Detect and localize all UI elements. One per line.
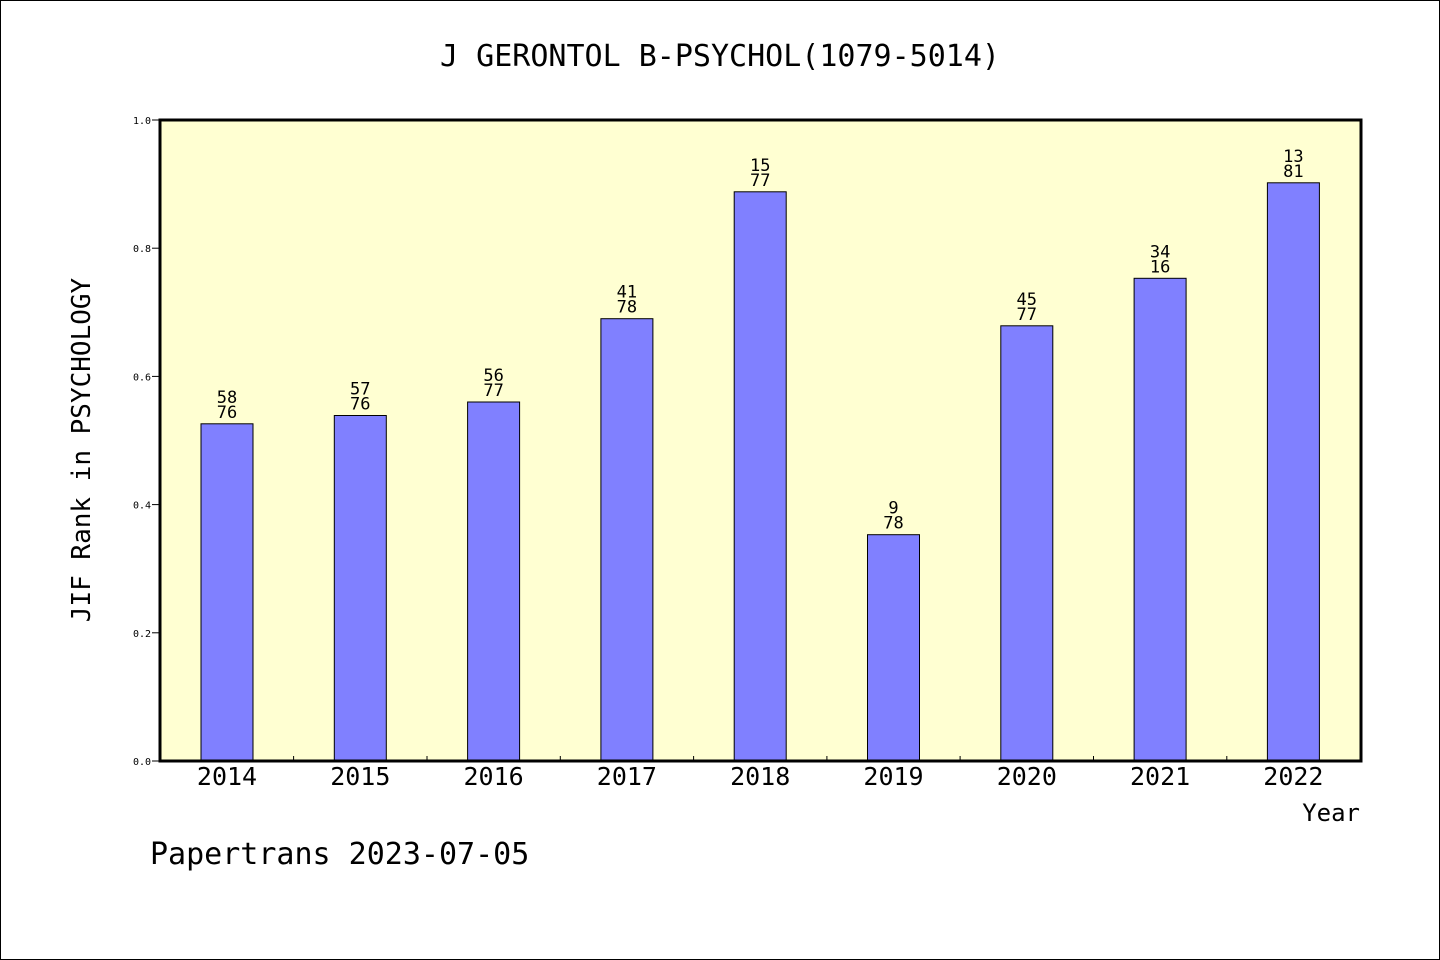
bar-2015: [333, 415, 387, 762]
bar-rank-label-2020: 45: [1017, 290, 1037, 310]
bar-2022: [1266, 182, 1320, 762]
x-tick-label-2021: 2021: [1130, 762, 1190, 791]
bar-rank-label-2021: 34: [1150, 242, 1170, 262]
bar-total-label-2022: 81: [1283, 162, 1303, 182]
bar-2018: [733, 191, 787, 762]
y-tick-label-0.4: 0.4: [133, 501, 151, 512]
bar-rank-label-2015: 57: [350, 380, 370, 400]
bar-total-label-2016: 77: [483, 381, 503, 401]
watermark: Papertrans 2023-07-05: [150, 837, 529, 872]
x-tick-label-2014: 2014: [197, 762, 257, 791]
bar-2021: [1133, 277, 1187, 762]
bar-total-label-2018: 77: [750, 171, 770, 191]
bar-total-label-2020: 77: [1017, 305, 1037, 325]
x-axis-label: Year: [1302, 799, 1360, 827]
bar-2017: [600, 318, 654, 762]
plot-border: [158, 118, 1363, 763]
bar-total-label-2014: 76: [217, 403, 237, 423]
bar-2016: [467, 401, 521, 762]
y-tick-label-1.0: 1.0: [133, 116, 151, 127]
x-tick-label-2015: 2015: [330, 762, 390, 791]
x-tick-label-2022: 2022: [1263, 762, 1323, 791]
bar-rank-label-2014: 58: [217, 388, 237, 408]
chart-title: J GERONTOL B-PSYCHOL(1079-5014): [440, 39, 1000, 74]
bar-2014: [200, 423, 254, 762]
bar-rank-label-2019: 9: [888, 499, 898, 519]
bar-total-label-2015: 76: [350, 395, 370, 415]
bar-total-label-2019: 78: [883, 514, 903, 534]
bar-rank-label-2016: 56: [483, 366, 503, 386]
bar-total-label-2021: 16: [1150, 257, 1170, 277]
x-tick-label-2017: 2017: [597, 762, 657, 791]
y-tick-label-0.2: 0.2: [133, 629, 151, 640]
bar-rank-label-2022: 13: [1283, 147, 1303, 167]
bar-2019: [867, 534, 920, 762]
bar-2020: [1000, 325, 1054, 762]
x-tick-label-2019: 2019: [863, 762, 923, 791]
y-tick-label-0.6: 0.6: [133, 372, 151, 383]
x-tick-label-2020: 2020: [997, 762, 1057, 791]
y-tick-label-0.8: 0.8: [133, 244, 151, 255]
bar-total-label-2017: 78: [617, 298, 637, 318]
y-axis: 0.0 0.2 0.4 0.6 0.8 1.0: [133, 116, 160, 768]
x-axis: 2014 2015 2016 2017 2018 2019 2020 2021 2022: [197, 756, 1324, 791]
bars-group: [200, 182, 1320, 762]
y-axis-label: JIF Rank in PSYCHOLOGY: [67, 277, 97, 622]
bar-rank-label-2017: 41: [617, 283, 637, 303]
x-tick-label-2018: 2018: [730, 762, 790, 791]
y-tick-label-0.0: 0.0: [133, 757, 151, 768]
bar-rank-label-2018: 15: [750, 156, 770, 176]
x-tick-label-2016: 2016: [463, 762, 523, 791]
